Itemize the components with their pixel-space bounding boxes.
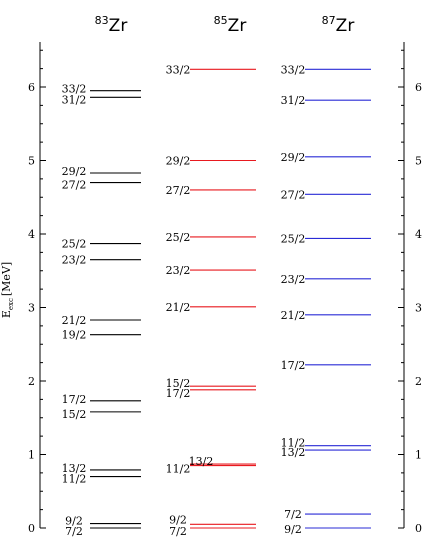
level-spin-label: 21/2 (166, 301, 191, 314)
level-spin-label: 11/2 (281, 437, 306, 450)
level-spin-label: 33/2 (62, 83, 87, 96)
level-spin-label: 11/2 (166, 463, 191, 476)
mass-number: 83 (95, 14, 109, 27)
left-tick-label: 0 (28, 522, 35, 535)
y-axis-label-unit: [MeV] (0, 262, 13, 296)
column-titles: 83Zr 85Zr 87Zr (95, 14, 355, 36)
left-tick-label: 4 (28, 228, 35, 241)
level-spin-label: 17/2 (62, 393, 87, 406)
level-columns: 7/29/211/213/215/217/219/221/223/225/227… (62, 63, 371, 538)
level-spin-label: 29/2 (281, 151, 306, 164)
right-tick-label: 5 (415, 155, 422, 168)
level-spin-label: 13/2 (62, 462, 87, 475)
level-spin-label: 7/2 (284, 508, 302, 521)
column-title-85Zr: 85Zr (214, 14, 247, 36)
level-spin-label: 27/2 (62, 179, 87, 192)
right-tick-label: 4 (415, 228, 422, 241)
column-title-87Zr: 87Zr (322, 14, 355, 36)
left-tick-label: 3 (28, 302, 35, 315)
y-axis-label-subscript: exc (7, 298, 15, 310)
level-spin-label: 31/2 (62, 93, 87, 106)
level-column-83Zr: 7/29/2 11/213/2 15/2 17/2 19/2 21/2 23/2 25/2 27… (62, 83, 141, 538)
level-spin-label: 17/2 (281, 359, 306, 372)
level-spin-label: 25/2 (281, 232, 306, 245)
left-tick-label: 2 (28, 375, 35, 388)
right-tick-label: 2 (415, 375, 422, 388)
left-tick-label: 1 (28, 449, 35, 462)
level-spin-label: 15/2 (62, 408, 87, 421)
level-spin-label: 25/2 (166, 231, 191, 244)
y-axis-label-symbol: E (0, 310, 13, 318)
mass-number: 87 (322, 14, 336, 27)
level-spin-label: 23/2 (281, 273, 306, 286)
element-symbol: Zr (109, 16, 128, 36)
right-tick-label: 0 (415, 522, 422, 535)
level-column-87Zr: 9/2 7/2 13/211/2 17/2 21/2 23/2 25/2 27/2 29/2 31… (281, 63, 371, 536)
level-spin-label: 13/2 (281, 446, 306, 459)
left-tick-label: 5 (28, 155, 35, 168)
level-spin-label: 9/2 (169, 513, 187, 526)
level-spin-label: 15/2 (166, 377, 191, 390)
level-spin-label: 19/2 (62, 329, 87, 342)
level-spin-label: 25/2 (62, 238, 87, 251)
axis-ticks: 0 0 1 1 2 2 3 3 4 4 5 5 6 6 (28, 49, 422, 535)
level-spin-label: 21/2 (62, 314, 87, 327)
y-axis-label: Eexc [MeV] (0, 262, 15, 318)
level-spin-label: 17/2 (166, 387, 191, 400)
axes: 0 0 1 1 2 2 3 3 4 4 5 5 6 6 (28, 42, 422, 535)
level-spin-label: 21/2 (281, 309, 306, 322)
level-spin-label: 31/2 (281, 94, 306, 107)
mass-number: 85 (214, 14, 228, 27)
column-title-83Zr: 83Zr (95, 14, 128, 36)
level-spin-label: 33/2 (281, 63, 306, 76)
level-spin-label: 33/2 (166, 63, 191, 76)
left-tick-label: 6 (28, 81, 35, 94)
level-spin-label: 7/2 (65, 525, 83, 538)
level-spin-label: 9/2 (65, 515, 83, 528)
level-spin-label: 13/2 (189, 455, 214, 468)
right-tick-label: 1 (415, 449, 422, 462)
right-tick-label: 6 (415, 81, 422, 94)
element-symbol: Zr (228, 16, 247, 36)
element-symbol: Zr (336, 16, 355, 36)
level-spin-label: 7/2 (169, 525, 187, 538)
level-spin-label: 11/2 (62, 473, 87, 486)
level-spin-label: 23/2 (166, 264, 191, 277)
level-spin-label: 9/2 (284, 523, 302, 536)
level-spin-label: 27/2 (166, 184, 191, 197)
level-spin-label: 29/2 (62, 165, 87, 178)
level-column-85Zr: 7/29/2 11/213/2 17/215/2 21/2 23/2 25/2 27/2 29… (166, 63, 256, 538)
level-spin-label: 23/2 (62, 254, 87, 267)
right-tick-label: 3 (415, 302, 422, 315)
level-spin-label: 29/2 (166, 155, 191, 168)
level-spin-label: 27/2 (281, 188, 306, 201)
